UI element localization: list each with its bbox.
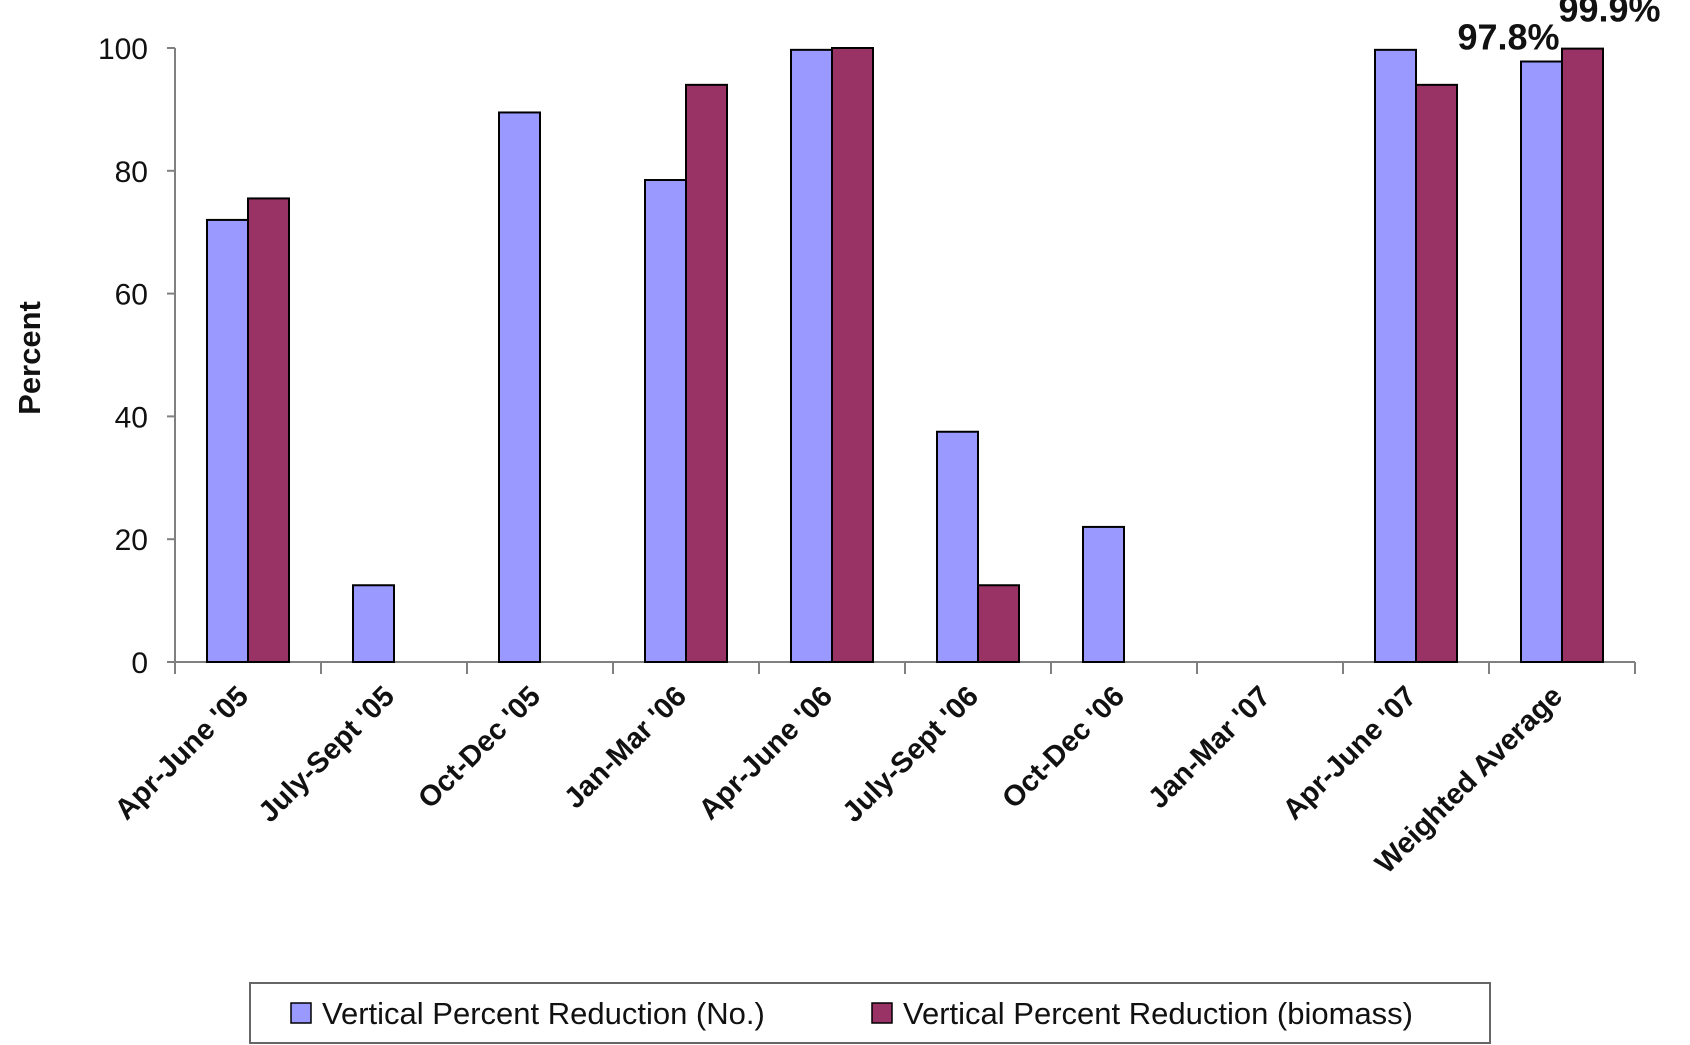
x-category-label: Apr-June '05 bbox=[109, 680, 255, 826]
x-category-label: Apr-June '06 bbox=[693, 680, 839, 826]
x-category-label: July-Sept '06 bbox=[837, 680, 985, 828]
bar-weighted-average-series-1 bbox=[1520, 60, 1563, 664]
y-axis-title: Percent bbox=[12, 301, 47, 415]
x-category-label: Oct-Dec '05 bbox=[412, 680, 547, 815]
x-category-label: Apr-June '07 bbox=[1277, 680, 1423, 826]
y-ticks: 0 20 40 60 80 100 bbox=[98, 33, 175, 680]
bar-july-sept-06-series-1 bbox=[936, 430, 979, 663]
bar-jan-mar-06-series-1 bbox=[644, 179, 687, 663]
bar-july-sept-05-series-1 bbox=[352, 584, 395, 663]
bar-july-sept-06-series-2 bbox=[977, 584, 1020, 663]
y-tick-label: 40 bbox=[115, 401, 148, 434]
annotation-label: 97.8% bbox=[1457, 17, 1559, 58]
bar-apr-june-07-series-1 bbox=[1374, 48, 1417, 664]
bar-apr-june-07-series-2 bbox=[1415, 83, 1458, 663]
legend-label-series-1: Vertical Percent Reduction (No.) bbox=[322, 996, 765, 1031]
bar-apr-june-06-series-2 bbox=[831, 47, 874, 663]
legend-swatch-series-2 bbox=[871, 1002, 893, 1024]
x-category-label: July-Sept '05 bbox=[253, 680, 401, 828]
legend-box bbox=[249, 982, 1491, 1044]
y-tick-label: 20 bbox=[115, 524, 148, 557]
bar-oct-dec-06-series-1 bbox=[1082, 525, 1125, 663]
bar-apr-june-06-series-1 bbox=[790, 48, 833, 664]
x-category-label: Oct-Dec '06 bbox=[996, 680, 1131, 815]
y-tick-label: 100 bbox=[98, 33, 148, 66]
legend: Vertical Percent Reduction (No.) Vertica… bbox=[249, 982, 1491, 1044]
legend-label-series-2: Vertical Percent Reduction (biomass) bbox=[903, 996, 1413, 1031]
y-tick-label: 60 bbox=[115, 279, 148, 312]
bar-apr-june-05-series-2 bbox=[247, 197, 290, 663]
bar-oct-dec-05-series-1 bbox=[498, 111, 541, 664]
bar-jan-mar-06-series-2 bbox=[685, 83, 728, 663]
x-category-label: Jan-Mar '06 bbox=[558, 680, 693, 815]
annotations: 97.8%99.9% bbox=[1457, 0, 1660, 58]
y-tick-label: 80 bbox=[115, 156, 148, 189]
bars bbox=[206, 47, 1604, 664]
legend-swatch-series-1 bbox=[290, 1002, 312, 1024]
bar-weighted-average-series-2 bbox=[1561, 47, 1604, 663]
annotation-label: 99.9% bbox=[1558, 0, 1660, 30]
bar-apr-june-05-series-1 bbox=[206, 218, 249, 663]
y-tick-label: 0 bbox=[131, 647, 148, 680]
x-category-label: Jan-Mar '07 bbox=[1142, 680, 1277, 815]
x-ticks bbox=[174, 662, 1636, 674]
